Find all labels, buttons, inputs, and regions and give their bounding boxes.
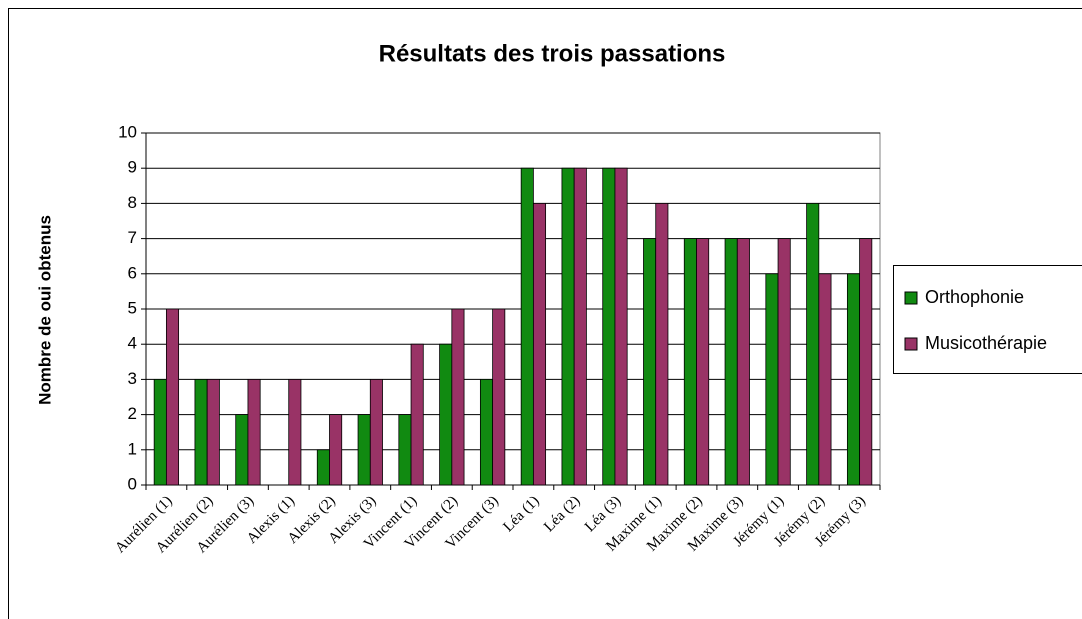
- chart-title: Résultats des trois passations: [379, 40, 726, 67]
- y-tick-label: 7: [128, 228, 137, 247]
- bar: [235, 414, 249, 486]
- legend-label: Musicothérapie: [925, 333, 1047, 353]
- y-tick-label: 4: [128, 334, 137, 353]
- y-tick-label: 8: [128, 193, 137, 212]
- bar: [602, 167, 616, 486]
- bar: [655, 202, 669, 486]
- bar: [614, 167, 628, 486]
- bar: [859, 238, 873, 486]
- bar: [153, 378, 167, 486]
- bar: [398, 414, 412, 486]
- bar: [329, 414, 343, 486]
- bar: [194, 378, 208, 486]
- bar: [573, 167, 587, 486]
- y-tick-label: 10: [118, 122, 137, 141]
- bar: [247, 378, 261, 486]
- bar: [777, 238, 791, 486]
- y-tick-label: 3: [128, 369, 137, 388]
- bar: [439, 343, 453, 486]
- legend-swatch: [904, 291, 918, 305]
- bar: [451, 308, 465, 486]
- bar: [683, 238, 697, 486]
- bar: [492, 308, 506, 486]
- bar: [806, 202, 820, 486]
- bar: [561, 167, 575, 486]
- legend-swatch: [904, 337, 918, 351]
- bar: [532, 202, 547, 486]
- bar: [316, 449, 330, 486]
- bar: [724, 238, 738, 486]
- legend-label: Orthophonie: [925, 287, 1024, 307]
- bar: [165, 308, 180, 486]
- bar: [846, 273, 861, 486]
- y-tick-label: 9: [128, 158, 137, 177]
- bar: [288, 378, 302, 486]
- bar: [410, 343, 424, 486]
- bar: [520, 167, 534, 486]
- bar: [736, 238, 750, 486]
- y-tick-label: 0: [128, 474, 137, 493]
- y-tick-label: 2: [128, 404, 137, 423]
- y-tick-label: 6: [128, 263, 137, 282]
- y-tick-label: 5: [128, 298, 137, 317]
- bar: [696, 238, 710, 486]
- bar: [369, 378, 383, 486]
- bar: [643, 238, 657, 486]
- y-axis-label: Nombre de oui obtenus: [35, 215, 54, 405]
- bar: [818, 273, 832, 486]
- bar: [479, 378, 494, 486]
- y-tick-label: 1: [128, 439, 137, 458]
- bar: [765, 273, 779, 486]
- legend-box: [893, 265, 1082, 374]
- bar: [206, 378, 220, 486]
- bar: [357, 414, 371, 486]
